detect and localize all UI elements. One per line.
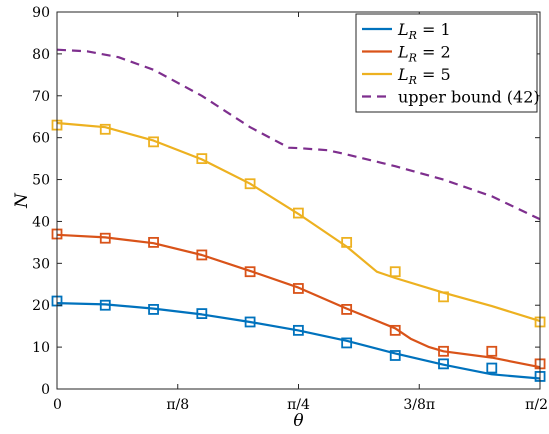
series-1-marker bbox=[292, 324, 304, 336]
y-tick-label: 0 bbox=[41, 382, 50, 398]
legend-entry-3: LR = 5 bbox=[397, 65, 451, 87]
x-axis-label: θ bbox=[293, 411, 303, 431]
series-2-marker bbox=[389, 324, 401, 336]
x-tick-label: π/2 bbox=[525, 397, 548, 413]
series-line-1 bbox=[56, 302, 541, 380]
legend-value: = 5 bbox=[417, 65, 451, 84]
series-3-marker bbox=[292, 207, 304, 219]
legend-subscript: R bbox=[408, 74, 417, 87]
series-3-marker bbox=[196, 153, 208, 165]
y-tick-label: 30 bbox=[32, 256, 50, 272]
series-1-marker bbox=[196, 308, 208, 320]
legend-symbol: L bbox=[397, 43, 409, 62]
series-line-4 bbox=[56, 48, 541, 221]
series-line-3 bbox=[56, 121, 541, 323]
legend-box bbox=[355, 13, 538, 113]
legend-entry-2: LR = 2 bbox=[397, 43, 451, 65]
series-line-2 bbox=[56, 233, 541, 369]
y-tick-label: 60 bbox=[32, 131, 50, 147]
x-tick-label: π/4 bbox=[287, 397, 310, 413]
series-1-marker bbox=[99, 299, 111, 311]
series-3-marker bbox=[341, 236, 353, 248]
x-tick-label: 3/8π bbox=[403, 397, 435, 413]
series-2-marker bbox=[196, 249, 208, 261]
series-2-marker bbox=[438, 345, 449, 357]
y-tick-label: 20 bbox=[32, 298, 50, 314]
series-3-marker bbox=[389, 266, 401, 278]
y-tick-label: 50 bbox=[32, 173, 50, 189]
series-3-marker bbox=[148, 136, 159, 148]
legend-label: upper bound (42) bbox=[398, 88, 540, 107]
y-tick-label: 80 bbox=[32, 47, 50, 63]
legend-value: = 1 bbox=[417, 20, 451, 39]
series-1-marker bbox=[438, 358, 449, 370]
x-tick-label: 0 bbox=[53, 397, 62, 413]
series-2-marker bbox=[148, 236, 159, 248]
y-tick-label: 40 bbox=[32, 214, 50, 230]
series-1-marker bbox=[341, 337, 353, 349]
series-2-marker bbox=[341, 304, 353, 315]
series-1-marker bbox=[148, 304, 159, 315]
series-1-marker bbox=[389, 350, 401, 361]
legend-entry-4: upper bound (42) bbox=[398, 88, 540, 107]
series-2-marker bbox=[244, 266, 256, 278]
y-axis-label: N bbox=[12, 192, 32, 209]
series-3-marker bbox=[244, 178, 256, 190]
series-3-marker bbox=[99, 123, 111, 135]
series-1-marker bbox=[486, 362, 498, 374]
series-1-marker bbox=[244, 316, 256, 328]
legend-entry-1: LR = 1 bbox=[397, 20, 451, 42]
legend-symbol: L bbox=[397, 20, 409, 39]
legend-subscript: R bbox=[408, 52, 417, 65]
y-tick-label: 10 bbox=[32, 340, 50, 356]
series-2-marker bbox=[99, 232, 111, 244]
legend-symbol: L bbox=[397, 65, 409, 84]
legend-subscript: R bbox=[408, 29, 417, 42]
axis-ticks: 0 10 20 30 40 50 60 70 80 90 0 π/8 π/4 3/8π π/2 bbox=[32, 5, 548, 413]
series-3-marker bbox=[438, 291, 449, 303]
legend-value: = 2 bbox=[417, 43, 451, 62]
x-tick-label: π/8 bbox=[166, 397, 189, 413]
y-tick-label: 90 bbox=[32, 5, 50, 21]
series-2-marker bbox=[486, 345, 498, 357]
y-tick-label: 70 bbox=[32, 89, 50, 105]
series-2-marker bbox=[292, 283, 304, 294]
plot-area bbox=[51, 48, 546, 382]
